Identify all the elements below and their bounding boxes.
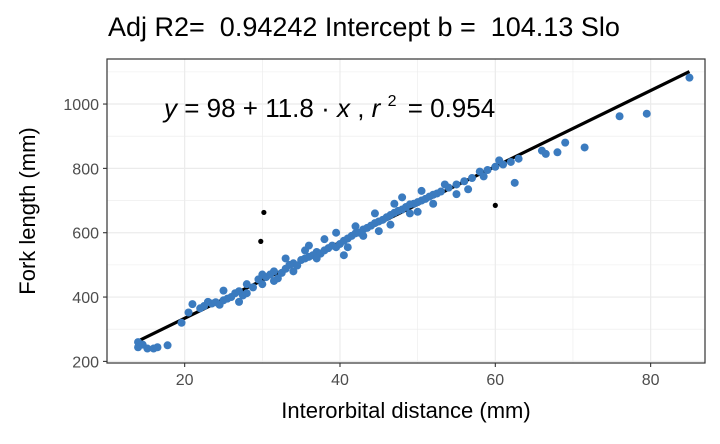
y-tick-label: 600 xyxy=(72,226,99,243)
scatter-point xyxy=(188,300,197,309)
equation-rhs: = 98 + 11.8 · xyxy=(184,93,337,123)
points-layer xyxy=(134,73,694,353)
x-axis-title: Interorbital distance (mm) xyxy=(281,398,530,423)
y-tick-label: 1000 xyxy=(63,97,99,114)
scatter-point xyxy=(374,227,383,236)
scatter-point xyxy=(460,177,469,186)
scatter-point xyxy=(405,209,414,218)
scatter-point xyxy=(464,185,473,194)
equation-x-symbol: x xyxy=(335,93,351,123)
outlier-layer xyxy=(258,202,498,244)
scatter-point xyxy=(479,172,488,181)
equation-r-symbol: r xyxy=(372,93,382,123)
scatter-point xyxy=(553,148,562,157)
scatter-point xyxy=(370,209,379,218)
x-tick-label: 80 xyxy=(642,372,660,389)
regression-equation: y = 98 + 11.8 · x , r 2 = 0.954 xyxy=(162,82,495,123)
scatter-point xyxy=(163,341,172,350)
scatter-point xyxy=(483,165,492,174)
scatter-point xyxy=(506,157,515,166)
chart-title: Adj R2= 0.94242 Intercept b = 104.13 Slo xyxy=(108,12,620,42)
y-tick-label: 400 xyxy=(72,290,99,307)
scatter-point xyxy=(452,180,461,189)
scatter-point xyxy=(440,180,449,189)
y-tick-label: 200 xyxy=(72,354,99,371)
equation-separator: , xyxy=(357,93,371,123)
y-axis: 200 400 600 800 1000 xyxy=(63,97,107,371)
equation-r-exponent: 2 xyxy=(388,93,397,110)
grid-major xyxy=(107,59,705,363)
scatter-point xyxy=(417,186,426,195)
scatter-point xyxy=(258,280,267,289)
scatter-point xyxy=(332,228,341,237)
scatter-point xyxy=(491,162,500,171)
scatter-point xyxy=(413,207,422,216)
x-tick-label: 20 xyxy=(176,372,194,389)
scatter-point xyxy=(269,276,278,285)
outlier-point xyxy=(258,238,264,244)
scatter-point xyxy=(685,73,694,82)
x-axis: 20 40 60 80 xyxy=(176,363,660,389)
scatter-point xyxy=(153,343,162,352)
scatter-point xyxy=(390,199,399,208)
scatter-point xyxy=(320,235,329,244)
equation-r-value: = 0.954 xyxy=(408,93,495,123)
scatter-point xyxy=(289,267,298,276)
scatter-point xyxy=(429,199,438,208)
scatter-point xyxy=(258,270,267,279)
scatter-point xyxy=(143,344,152,353)
scatter-point xyxy=(343,243,352,252)
y-axis-title: Fork length (mm) xyxy=(15,127,40,294)
scatter-point xyxy=(359,231,368,240)
scatter-point xyxy=(642,109,651,118)
scatter-point xyxy=(510,178,519,187)
outlier-point xyxy=(492,202,498,208)
scatter-point xyxy=(184,308,193,317)
scatter-point xyxy=(219,286,228,295)
scatter-point xyxy=(452,190,461,199)
scatter-point xyxy=(249,283,258,292)
scatter-point xyxy=(561,138,570,147)
scatter-point xyxy=(398,193,407,202)
scatter-point xyxy=(495,156,504,165)
scatter-point xyxy=(436,187,445,196)
scatter-point xyxy=(386,220,395,229)
scatter-point xyxy=(269,267,278,276)
x-tick-label: 40 xyxy=(331,372,349,389)
scatter-point xyxy=(235,297,244,306)
scatter-point xyxy=(514,154,523,163)
x-tick-label: 60 xyxy=(486,372,504,389)
scatter-point xyxy=(541,149,550,158)
scatter-point xyxy=(312,254,321,263)
scatter-point xyxy=(242,280,251,289)
scatter-point xyxy=(339,251,348,260)
scatter-point xyxy=(177,318,186,327)
outlier-point xyxy=(261,209,267,216)
scatter-point xyxy=(281,254,290,263)
panel-border xyxy=(106,58,706,364)
equation-y-symbol: y xyxy=(162,93,179,123)
scatter-point xyxy=(468,174,477,183)
scatter-point xyxy=(580,143,589,152)
scatter-point xyxy=(615,112,624,121)
scatter-point xyxy=(242,289,251,298)
scatter-point xyxy=(304,241,313,250)
y-tick-label: 800 xyxy=(72,161,99,178)
scatter-point xyxy=(351,222,360,231)
